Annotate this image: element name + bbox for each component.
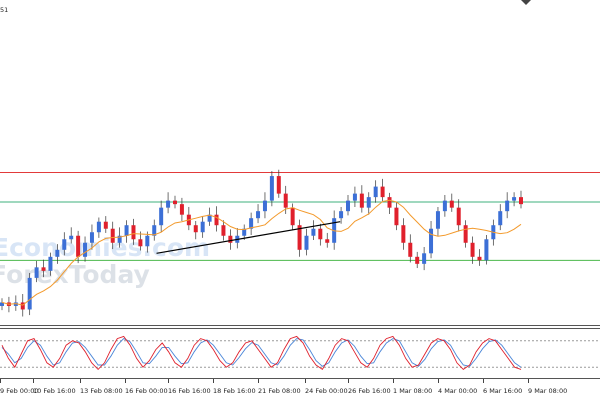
x-tick-label: 26 Feb 16:00 (348, 387, 391, 395)
candle-down (228, 235, 233, 243)
moving-average-line (1, 199, 522, 306)
candle-down (325, 239, 330, 243)
candle-up (124, 225, 129, 236)
x-tick-label: 10 Feb 16:00 (33, 387, 76, 395)
candle-up (435, 211, 440, 229)
candle-up (152, 225, 157, 236)
candle-up (346, 200, 350, 212)
candle-down (179, 204, 184, 215)
candle-up (269, 176, 274, 201)
candle-up (311, 228, 316, 236)
candle-down (519, 197, 523, 205)
candle-down (276, 176, 281, 194)
x-tick-label: 13 Feb 08:00 (80, 387, 123, 395)
x-axis: 9 Feb 00:00 10 Feb 16:00 13 Feb 08:00 16… (0, 379, 567, 395)
candle-down (470, 242, 475, 257)
candle-up (512, 197, 517, 201)
candle-down (359, 193, 364, 208)
candle-up (48, 256, 53, 271)
symbol-title: 51 (0, 6, 8, 14)
candle-up (256, 211, 261, 219)
candle-up (366, 197, 371, 208)
watermark-line-1: Economies.com (0, 233, 210, 262)
candle-up (62, 239, 67, 250)
candle-up (339, 211, 344, 219)
x-tick-label: 16 Feb 00:00 (125, 387, 168, 395)
candle-down (173, 200, 177, 205)
candle-up (159, 207, 164, 226)
candle-down (318, 228, 323, 240)
candle-down (221, 225, 226, 236)
candle-up (166, 200, 171, 208)
candle-down (380, 186, 385, 198)
candle-down (401, 225, 406, 243)
candle-down (138, 239, 143, 247)
candle-up (55, 249, 60, 257)
candle-up (34, 267, 39, 278)
candle-up (200, 221, 205, 233)
candle-up (207, 214, 212, 222)
candle-down (110, 228, 115, 243)
candle-up (0, 302, 4, 306)
x-tick-label: 21 Feb 08:00 (258, 387, 301, 395)
candle-down (463, 225, 468, 243)
x-tick-label: 16 Feb 16:00 (168, 387, 211, 395)
candle-up (69, 235, 74, 240)
x-tick-label: 4 Mar 00:00 (438, 387, 477, 395)
candle-up (96, 221, 101, 233)
candle-up (242, 228, 247, 236)
candle-down (297, 225, 302, 250)
candle-down (456, 207, 461, 226)
stochastic-signal-line (1, 338, 522, 368)
x-tick-label: 9 Feb 00:00 (0, 387, 39, 395)
candle-up (27, 277, 32, 310)
x-tick-label: 9 Mar 08:00 (528, 387, 567, 395)
candle-up (373, 186, 378, 198)
candle-up (505, 200, 510, 212)
candle-down (283, 193, 288, 208)
candle-down (20, 302, 25, 310)
candle-up (498, 211, 503, 226)
candle-down (477, 256, 482, 261)
candle-down (193, 225, 198, 233)
candle-down (76, 235, 81, 257)
candle-down (41, 267, 46, 271)
candle-up (249, 218, 254, 229)
candle-up (352, 193, 357, 201)
watermark-line-2: ForexToday (0, 260, 150, 289)
x-tick-label: 6 Mar 16:00 (483, 387, 522, 395)
candle-up (422, 253, 427, 264)
stochastic-main-line (1, 335, 522, 371)
candle-up (484, 239, 489, 261)
candle-down (103, 221, 108, 229)
candle-down (449, 200, 454, 208)
candle-up (145, 235, 150, 247)
candle-up (89, 232, 94, 243)
candle-down (415, 256, 420, 264)
candle-down (394, 207, 399, 226)
candlestick-series (0, 169, 523, 317)
candle-up (442, 200, 447, 212)
candle-up (117, 235, 122, 243)
ascending-trendline[interactable] (156, 221, 341, 254)
x-tick-label: 18 Feb 16:00 (213, 387, 256, 395)
candle-up (83, 242, 88, 257)
candle-up (13, 302, 18, 306)
x-tick-label: 24 Feb 00:00 (305, 387, 348, 395)
candle-down (214, 214, 219, 226)
candle-down (408, 242, 413, 257)
candle-up (429, 228, 434, 254)
chart-shift-marker[interactable] (521, 0, 531, 5)
candle-down (290, 207, 295, 226)
candle-down (131, 225, 136, 240)
x-tick-label: 1 Mar 08:00 (393, 387, 432, 395)
candle-up (262, 200, 267, 212)
candle-down (387, 197, 392, 208)
candle-up (304, 235, 309, 250)
